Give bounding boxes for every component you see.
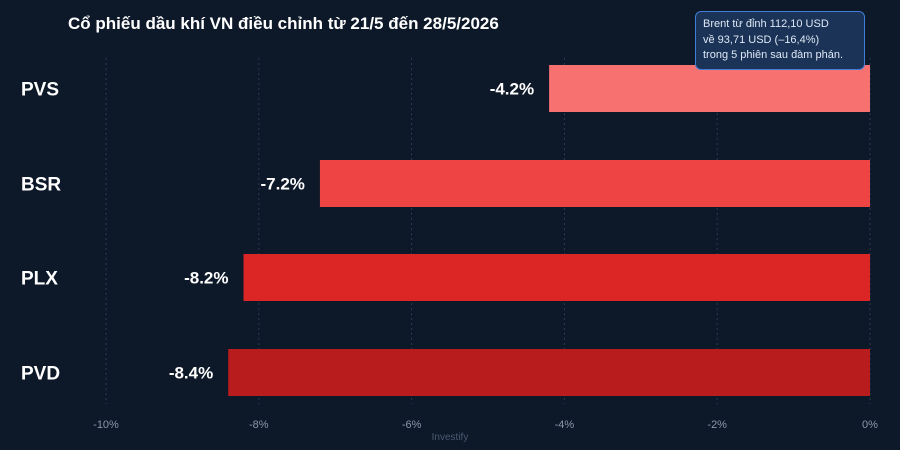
annotation-line: Brent từ đỉnh 112,10 USD bbox=[703, 18, 829, 30]
category-label: PVD bbox=[21, 364, 60, 385]
x-tick-label: -10% bbox=[93, 419, 119, 431]
category-label: BSR bbox=[21, 175, 61, 196]
x-tick-label: -4% bbox=[555, 419, 575, 431]
annotation-line: về 93,71 USD (–16,4%) bbox=[703, 33, 820, 46]
bar bbox=[549, 65, 870, 112]
x-tick-label: -6% bbox=[402, 419, 422, 431]
data-label: -8.4% bbox=[169, 364, 213, 383]
data-label: -8.2% bbox=[184, 269, 228, 288]
watermark: Investify bbox=[431, 432, 469, 443]
x-tick-label: -2% bbox=[707, 419, 727, 431]
x-tick-label: -8% bbox=[249, 419, 269, 431]
bars bbox=[228, 65, 871, 396]
chart-title: Cổ phiếu dầu khí VN điều chỉnh từ 21/5 đ… bbox=[68, 14, 499, 33]
category-label: PVS bbox=[21, 80, 59, 101]
data-label: -4.2% bbox=[490, 80, 534, 99]
bar bbox=[243, 254, 870, 301]
x-tick-label: 0% bbox=[862, 419, 878, 431]
category-label: PLX bbox=[21, 269, 58, 290]
bar bbox=[228, 349, 871, 396]
bar bbox=[319, 160, 870, 207]
data-label: -7.2% bbox=[260, 175, 304, 194]
annotation-box: Brent từ đỉnh 112,10 USD về 93,71 USD (–… bbox=[695, 11, 865, 70]
annotation-line: trong 5 phiên sau đàm phán. bbox=[703, 49, 844, 61]
labels: -10% -8% -6% -4% -2% 0% PVS -4.2% BSR -7.2% PLX -8.… bbox=[21, 80, 878, 432]
